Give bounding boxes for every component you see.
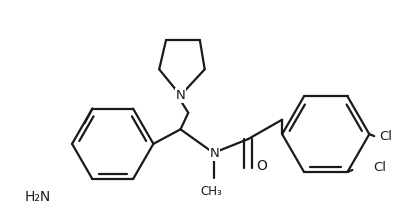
Text: CH₃: CH₃ bbox=[200, 186, 222, 199]
Text: O: O bbox=[256, 159, 267, 173]
Text: Cl: Cl bbox=[374, 161, 387, 174]
Text: H₂N: H₂N bbox=[25, 190, 51, 204]
Text: N: N bbox=[209, 147, 219, 160]
Text: N: N bbox=[176, 89, 185, 102]
Text: Cl: Cl bbox=[379, 130, 392, 143]
